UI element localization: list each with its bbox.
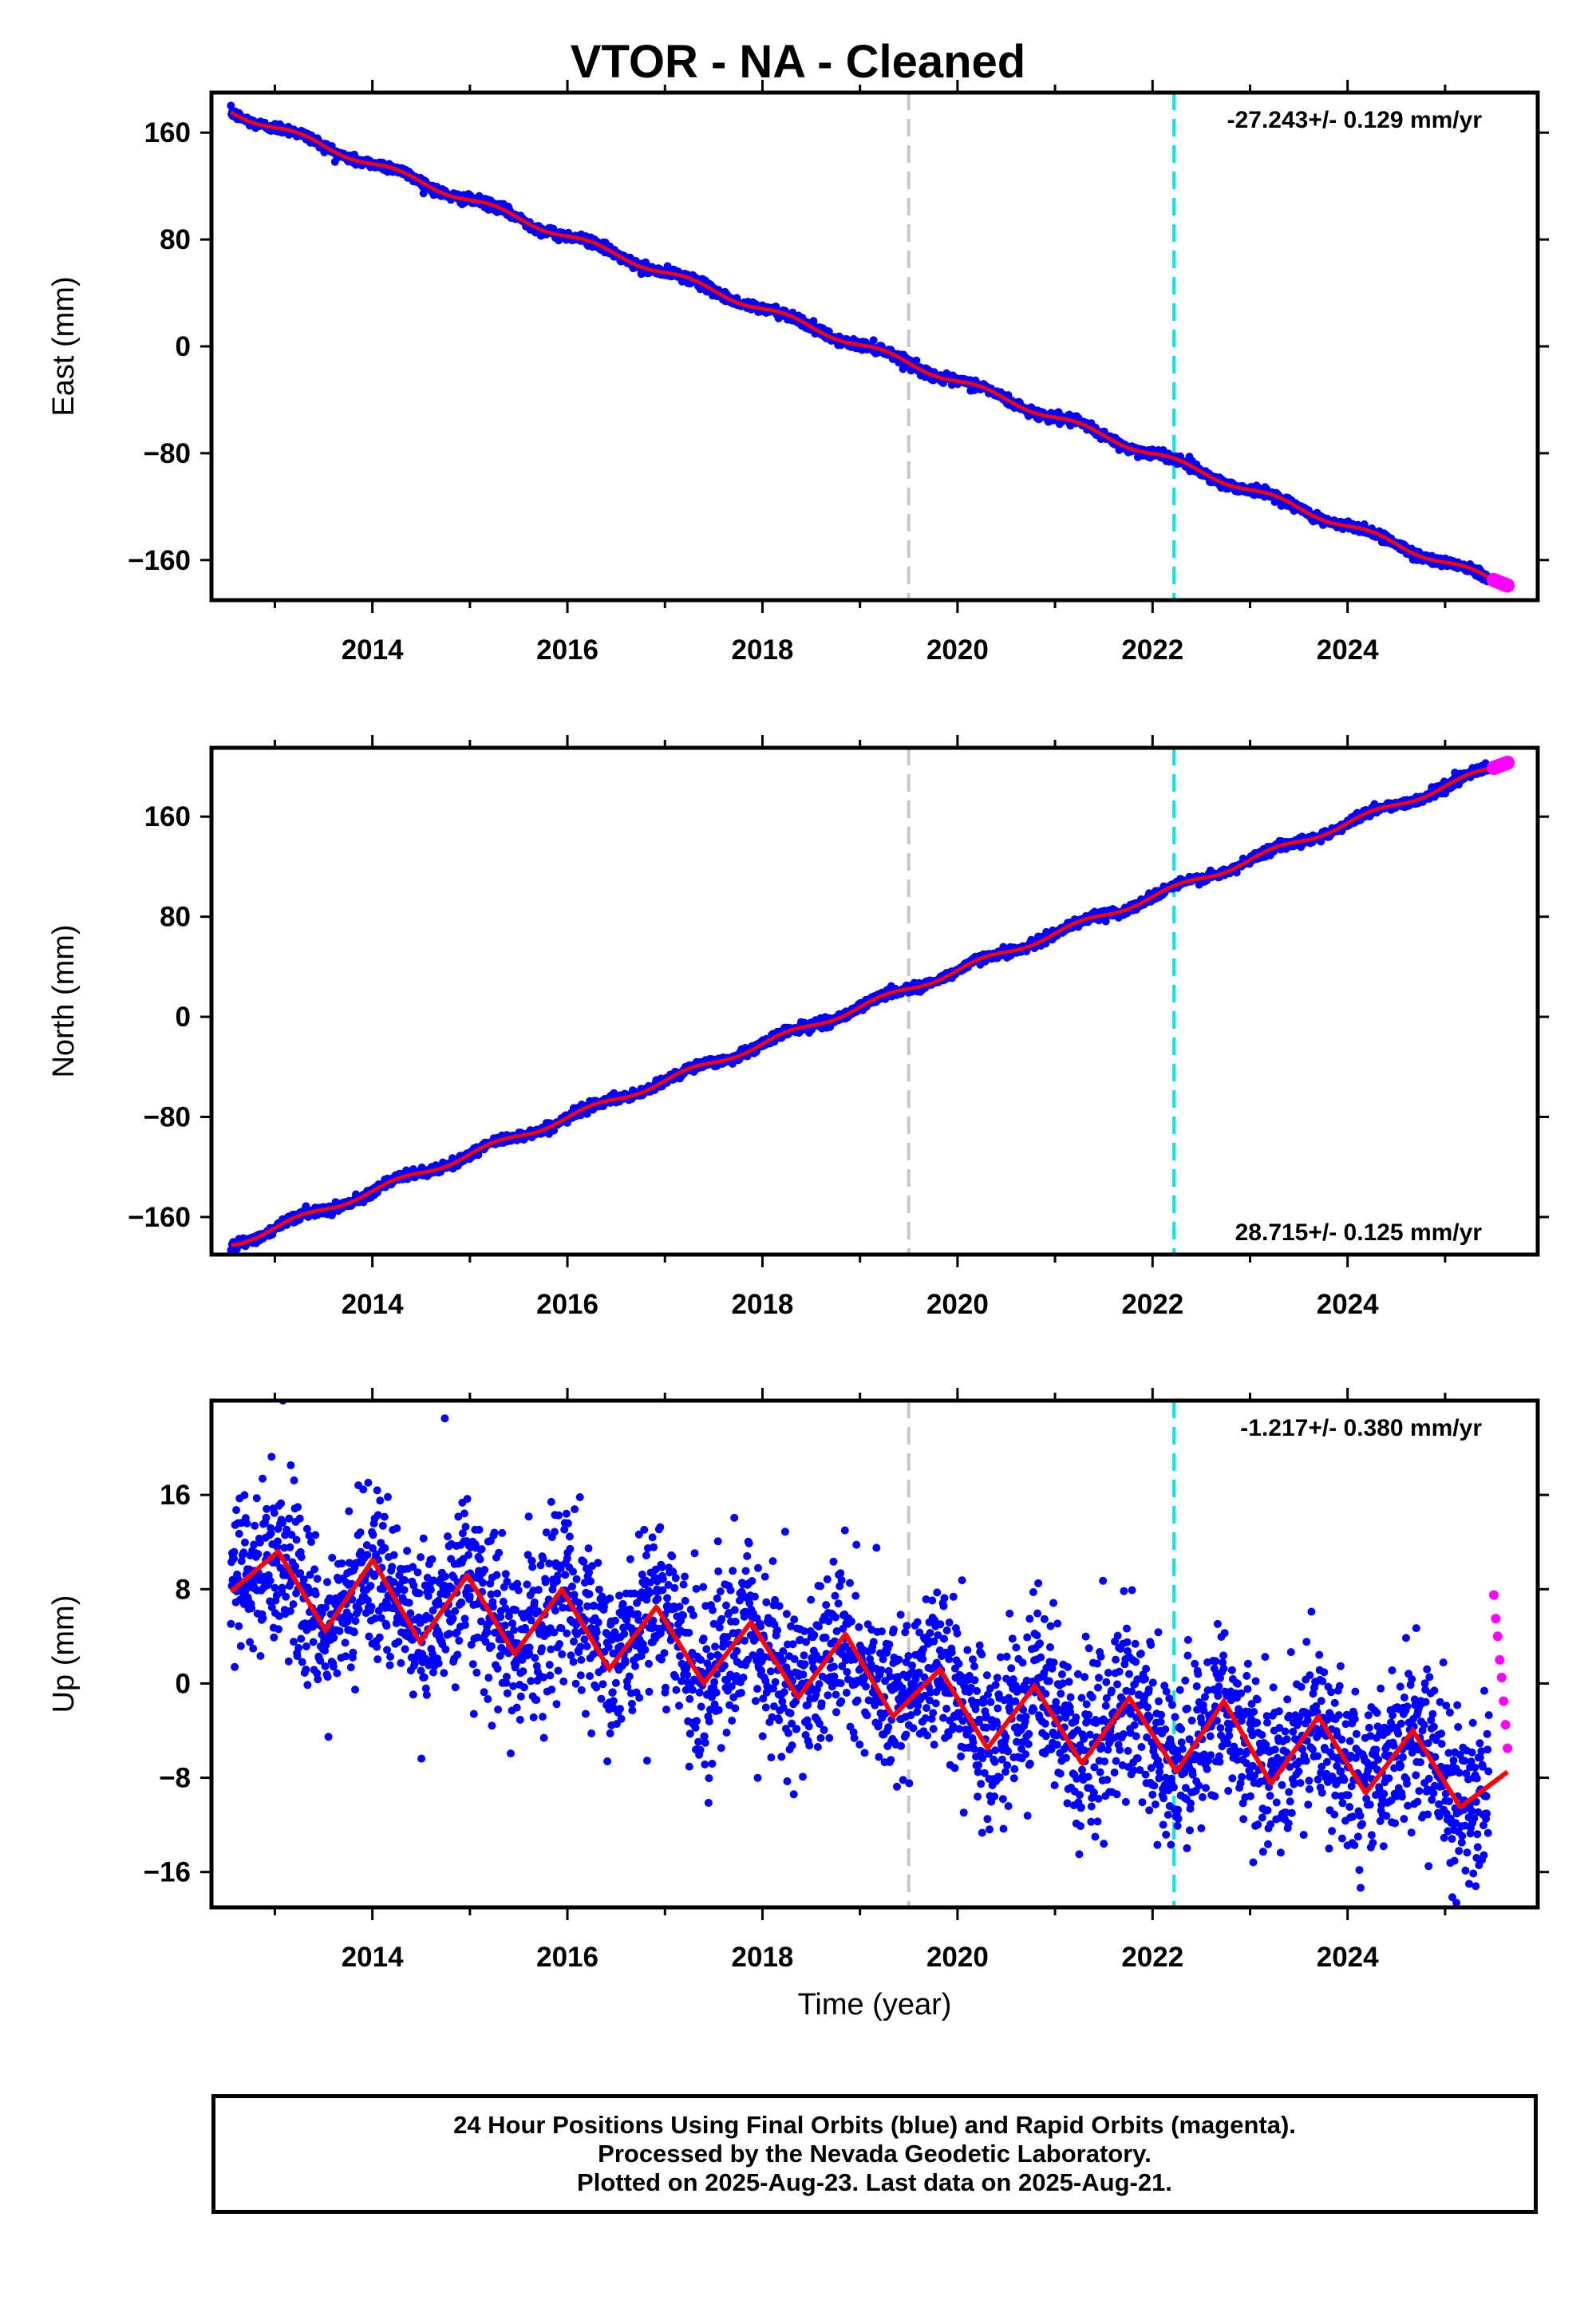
data-point [236, 1642, 245, 1650]
data-point [284, 1657, 293, 1666]
data-point [869, 336, 878, 345]
x-tick-label: 2018 [732, 634, 794, 666]
x-tick-label: 2020 [926, 634, 989, 666]
data-point [277, 1499, 286, 1508]
y-tick-label: 160 [144, 801, 191, 832]
data-point [290, 1638, 298, 1646]
data-point [251, 1521, 259, 1530]
y-tick-label: 160 [144, 117, 191, 148]
data-point [232, 1506, 241, 1515]
x-tick-label: 2014 [342, 634, 404, 666]
data-point [227, 101, 235, 110]
data-point [294, 1503, 302, 1512]
y-tick-label: −80 [144, 438, 191, 469]
data-point [254, 1550, 263, 1559]
data-point [297, 1634, 306, 1643]
data-point [240, 1538, 249, 1547]
y-tick-label: 0 [176, 1002, 191, 1033]
y-tick-label: 80 [160, 224, 191, 255]
data-point [278, 1583, 286, 1592]
x-tick-label: 2018 [732, 1289, 794, 1320]
data-point [271, 1583, 279, 1592]
data-point [286, 1607, 294, 1615]
data-point [231, 1662, 239, 1671]
y-tick-label: −80 [144, 1102, 191, 1133]
series-rapid-orbits [1487, 755, 1515, 776]
plot-area [227, 93, 1515, 600]
data-point [270, 1508, 279, 1517]
model-fit-line [230, 110, 1509, 590]
data-point [297, 1553, 306, 1562]
data-point [266, 1576, 275, 1585]
data-point [295, 1514, 304, 1523]
x-tick-label: 2016 [536, 634, 598, 666]
x-tick-label: 2014 [342, 1289, 404, 1320]
series-rapid-orbits [1487, 572, 1515, 593]
data-point [419, 189, 428, 198]
data-point [227, 1619, 235, 1628]
data-point [249, 1644, 258, 1653]
rapid-point [1500, 578, 1515, 593]
data-point [235, 1529, 243, 1538]
data-point [286, 1543, 294, 1551]
data-point [290, 1476, 298, 1484]
data-point [243, 1519, 251, 1528]
rate-label: -27.243+/- 0.129 mm/yr [1227, 107, 1483, 133]
y-tick-label: −160 [128, 545, 191, 576]
data-point [230, 1547, 239, 1556]
x-tick-label: 2022 [1121, 634, 1183, 666]
data-point [256, 1652, 265, 1660]
rate-label: 28.715+/- 0.125 mm/yr [1235, 1219, 1483, 1246]
data-point [235, 1622, 243, 1630]
data-point [267, 1529, 275, 1538]
x-tick-label: 2020 [926, 1289, 989, 1320]
panel-north: −160 −80 0 80 160 2014 2016 2018 2020 2022 2024 Nor… [47, 735, 1549, 1320]
data-point [247, 1604, 256, 1613]
x-tick-label: 2024 [1317, 1289, 1379, 1320]
data-point [292, 1535, 301, 1544]
panel-east: −160 −80 0 80 160 2014 2016 2018 2020 2022 2024 Eas… [47, 80, 1549, 666]
data-point [270, 1633, 279, 1642]
y-tick-label: 0 [176, 331, 191, 362]
figure-title: VTOR - NA - Cleaned [570, 36, 1026, 88]
data-point [267, 1452, 276, 1461]
data-point [259, 1614, 267, 1622]
data-point [279, 1519, 287, 1528]
data-point [240, 1491, 249, 1500]
x-tick-label: 2016 [536, 1289, 598, 1320]
y-tick-label: −160 [128, 1202, 191, 1233]
data-point [289, 1600, 298, 1609]
data-point [294, 1643, 303, 1652]
data-point [275, 1625, 282, 1634]
plot-area [227, 1401, 1513, 1907]
y-tick-label: 80 [160, 902, 191, 933]
x-tick-label: 2022 [1121, 1289, 1183, 1320]
data-point [286, 1461, 295, 1469]
data-point [282, 1592, 290, 1601]
y-axis-label: East (mm) [47, 276, 81, 416]
data-point [274, 1537, 282, 1546]
data-point [252, 1494, 261, 1503]
data-point [291, 1562, 299, 1571]
data-point [262, 1513, 271, 1522]
rapid-point [1500, 755, 1515, 770]
x-tick-label: 2024 [1317, 634, 1379, 666]
data-point [912, 356, 921, 365]
y-axis-label: North (mm) [47, 924, 81, 1077]
data-point [259, 1474, 267, 1483]
plot-area [227, 748, 1515, 1255]
